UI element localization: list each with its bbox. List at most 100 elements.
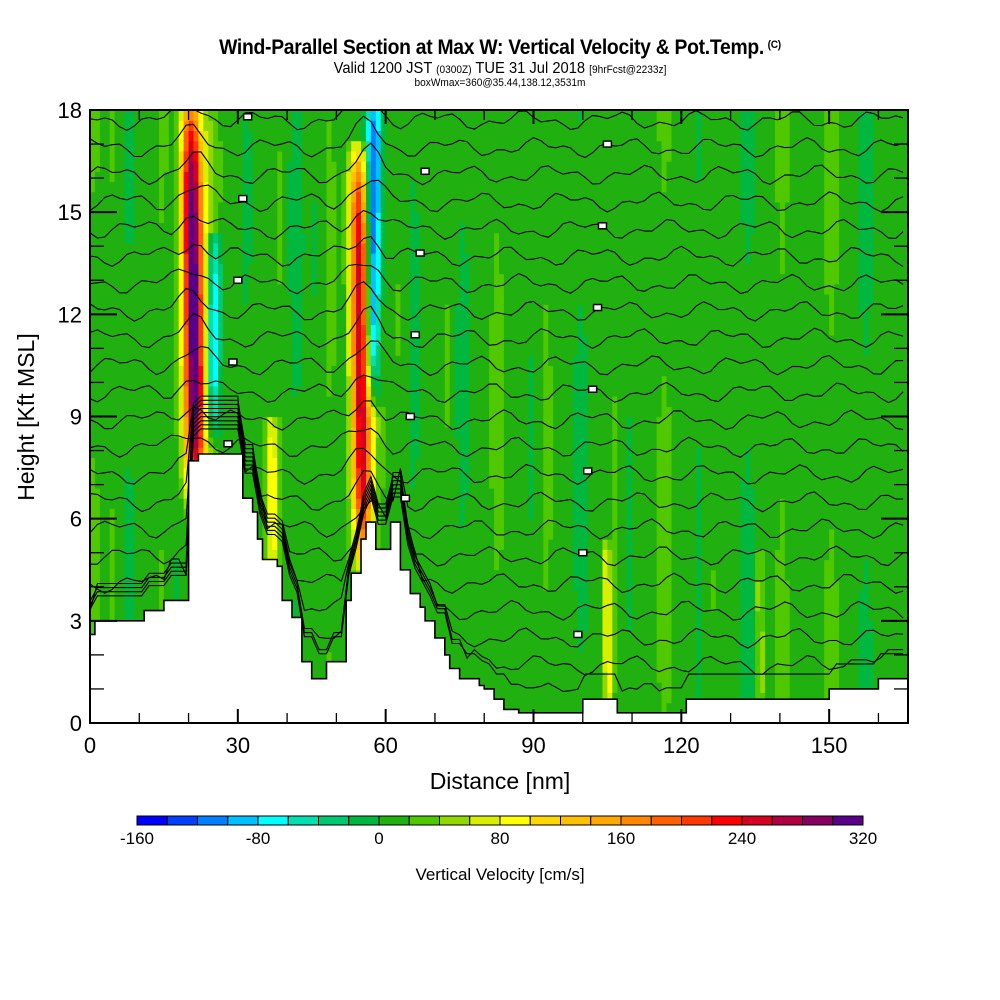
field-cell [109, 150, 116, 162]
field-cell [159, 518, 165, 530]
field-cell [109, 334, 116, 346]
field-cell [454, 416, 461, 428]
field-cell [430, 253, 436, 264]
field-cell [228, 447, 234, 459]
field-cell [336, 416, 342, 428]
field-cell [144, 314, 150, 326]
field-cell [114, 161, 121, 172]
field-cell [321, 406, 328, 418]
field-cell [124, 120, 131, 132]
field-cell [385, 202, 392, 213]
field-cell [149, 304, 155, 315]
field-cell [159, 416, 165, 428]
field-cell [262, 181, 269, 193]
field-cell [474, 334, 480, 346]
field-cell [479, 191, 485, 203]
field-cell [341, 345, 347, 356]
field-cell [267, 447, 273, 459]
field-cell [390, 324, 397, 336]
field-cell [469, 396, 475, 407]
field-cell [208, 324, 214, 336]
field-cell [159, 559, 165, 571]
field-cell [301, 202, 308, 213]
field-cell [375, 345, 382, 356]
field-cell [474, 345, 480, 356]
field-cell [178, 457, 185, 469]
field-cell [434, 253, 441, 264]
field-cell [370, 406, 377, 418]
field-cell [346, 212, 352, 224]
field-cell [469, 120, 475, 132]
field-cell [287, 539, 293, 550]
field-cell [469, 375, 475, 387]
field-cell [469, 671, 475, 683]
field-cell [301, 641, 308, 653]
field-cell [183, 273, 190, 285]
field-cell [272, 447, 278, 459]
field-cell [218, 426, 224, 438]
field-cell [149, 202, 155, 213]
field-cell [425, 436, 431, 448]
field-cell [99, 406, 106, 418]
field-cell [203, 191, 209, 203]
field-cell [331, 620, 338, 632]
field-cell [326, 620, 333, 632]
field-cell [479, 263, 485, 275]
field-cell [459, 150, 466, 162]
field-cell [444, 580, 451, 591]
field-cell [139, 140, 145, 152]
field-cell [385, 232, 392, 244]
field-cell [94, 385, 101, 397]
field-cell [469, 426, 475, 438]
field-cell [425, 467, 431, 479]
field-cell [390, 477, 397, 489]
field-cell [494, 610, 500, 622]
field-cell [336, 202, 342, 213]
field-cell [361, 140, 367, 152]
field-cell [301, 600, 308, 612]
field-cell [272, 345, 278, 356]
field-cell [336, 590, 342, 602]
field-cell [454, 406, 461, 418]
field-cell [306, 242, 313, 254]
field-cell [316, 559, 323, 571]
field-cell [119, 518, 126, 530]
field-cell [262, 120, 269, 132]
field-cell [178, 467, 185, 479]
field-cell [247, 416, 254, 428]
field-cell [119, 263, 126, 275]
field-cell [139, 416, 145, 428]
field-cell [252, 212, 259, 224]
field-cell [168, 273, 175, 285]
field-cell [99, 324, 106, 336]
field-cell [484, 416, 490, 428]
field-cell [405, 120, 411, 132]
field-cell [459, 324, 466, 336]
field-cell [149, 314, 155, 326]
field-cell [370, 110, 377, 121]
field-cell [301, 539, 308, 550]
field-cell [228, 416, 234, 428]
field-cell [321, 242, 328, 254]
field-cell [464, 641, 471, 653]
field-cell [420, 253, 426, 264]
field-cell [410, 498, 416, 510]
field-cell [173, 110, 180, 121]
field-cell [272, 457, 278, 469]
field-cell [316, 580, 323, 591]
field-cell [331, 488, 338, 499]
field-cell [479, 631, 485, 642]
field-cell [351, 528, 357, 540]
field-cell [237, 161, 244, 172]
field-cell [203, 232, 209, 244]
field-cell [119, 467, 126, 479]
field-cell [316, 671, 323, 683]
field-cell [474, 150, 480, 162]
field-cell [341, 426, 347, 438]
field-cell [341, 477, 347, 489]
field-cell [94, 498, 101, 510]
field-cell [444, 498, 451, 510]
field-cell [188, 181, 195, 193]
field-cell [489, 110, 495, 121]
field-cell [134, 569, 140, 581]
